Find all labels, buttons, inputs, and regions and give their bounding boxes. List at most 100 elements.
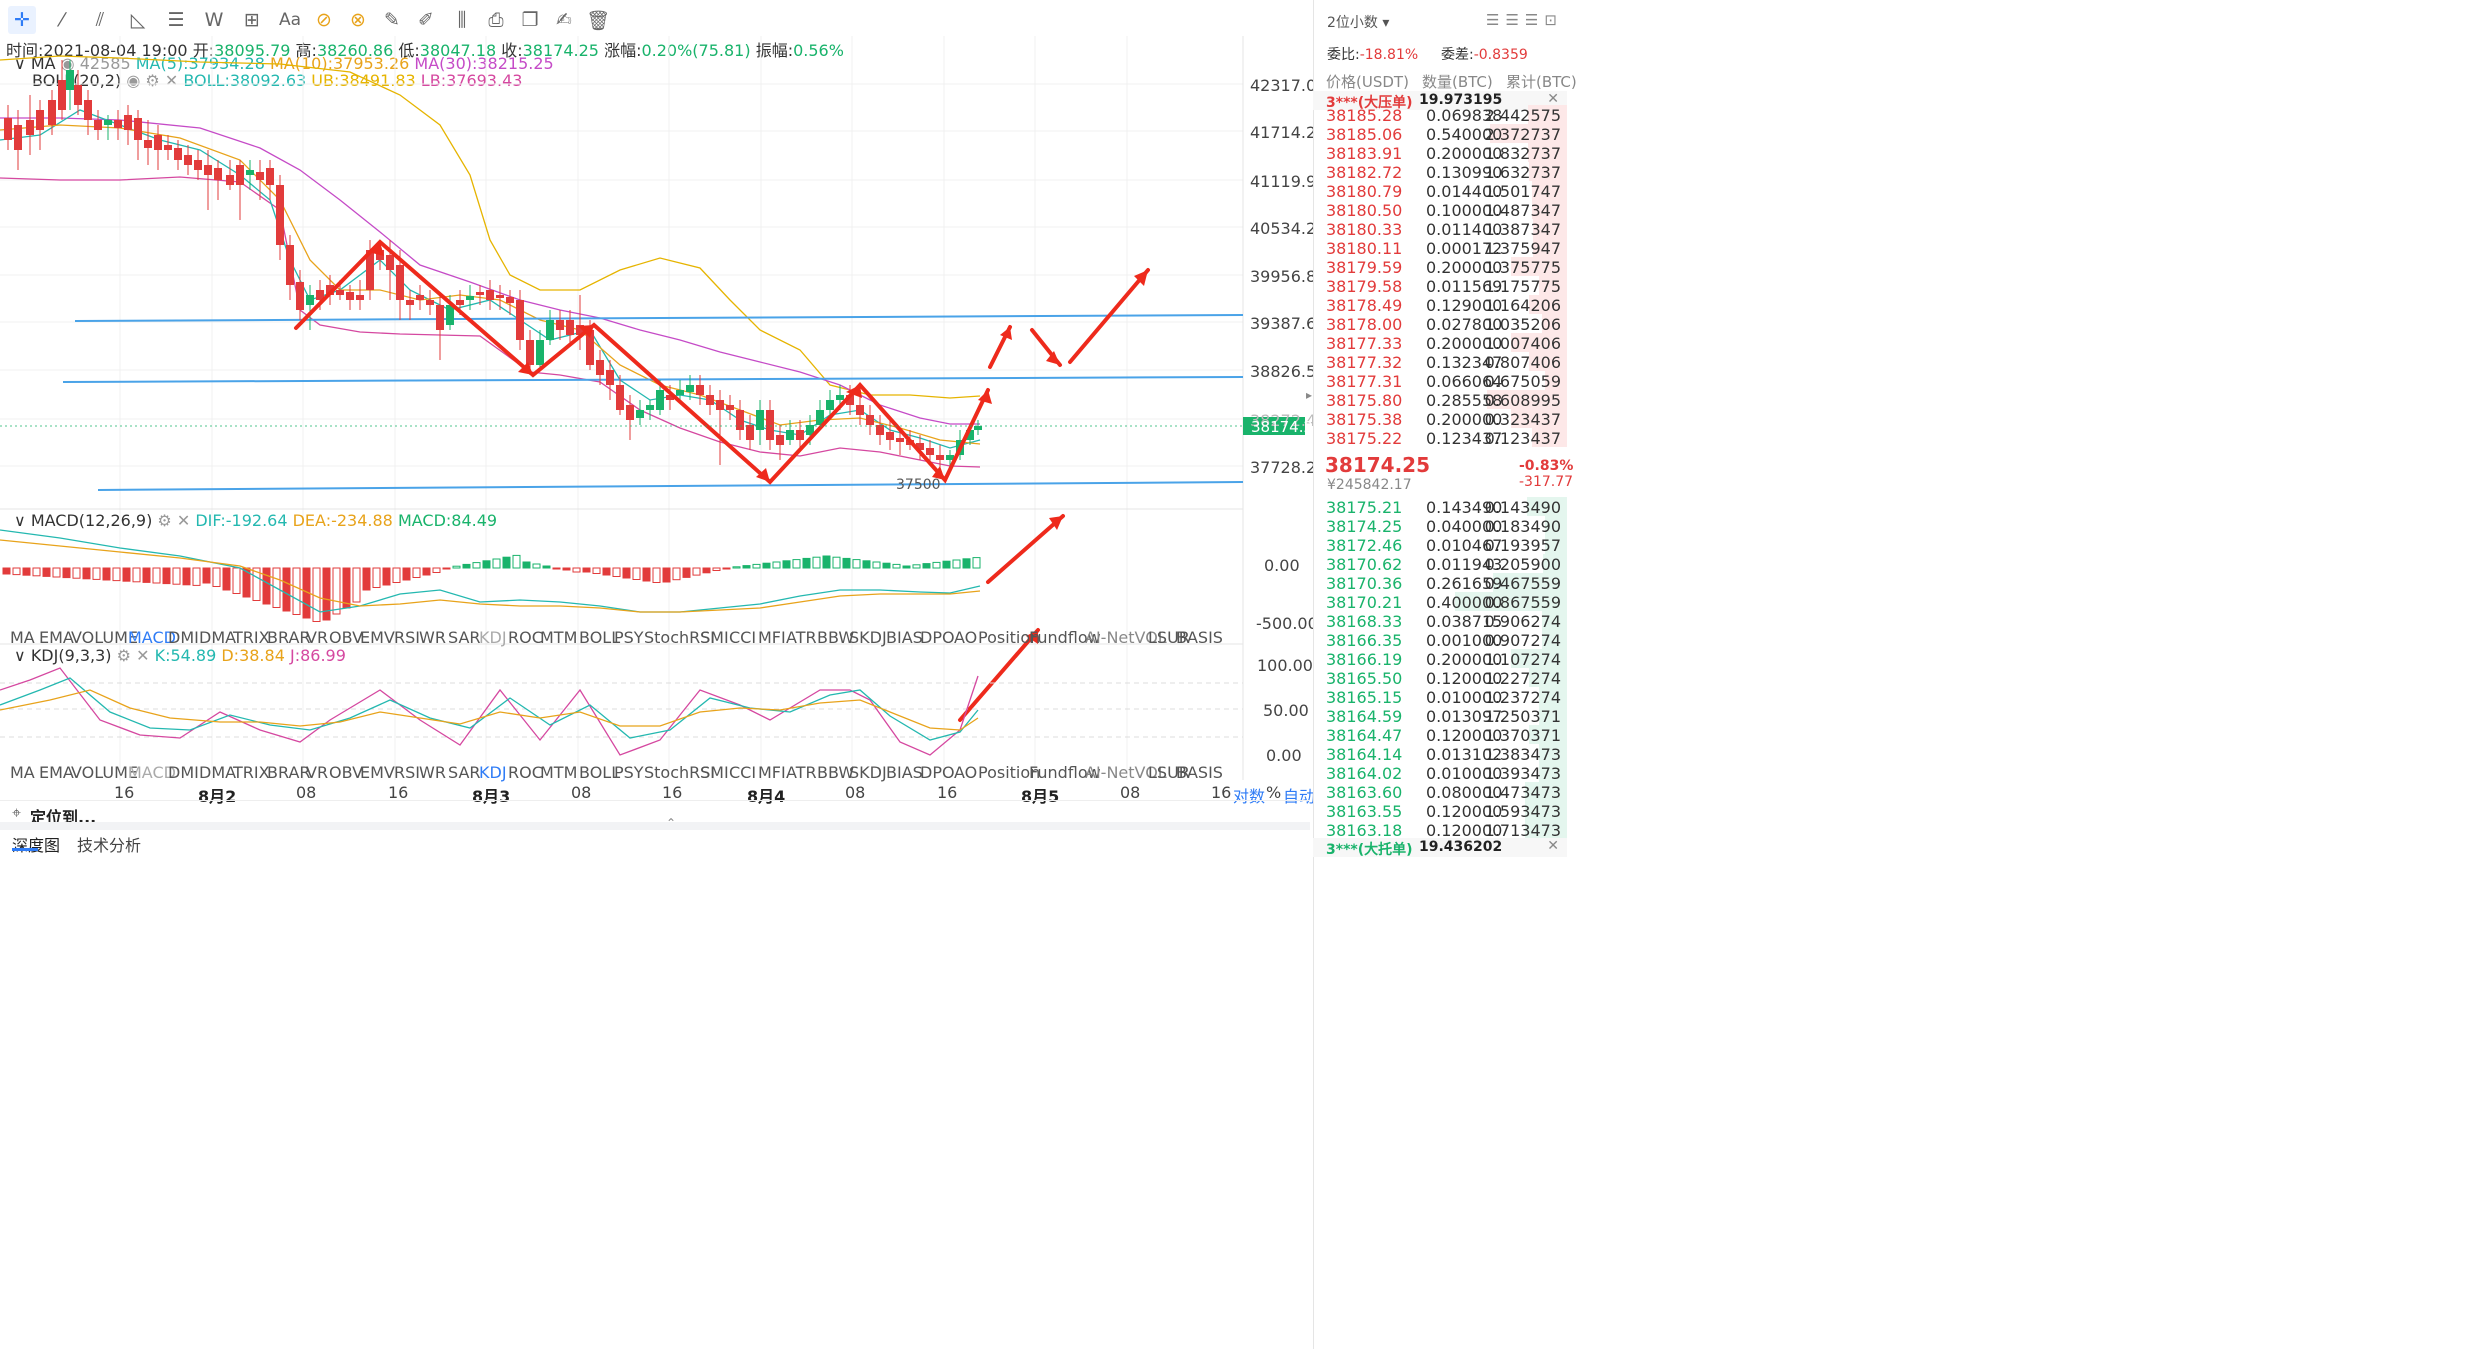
copy-icon[interactable]: ❐ [521,9,539,31]
indicator-tab-psy[interactable]: PSY [614,763,644,782]
crosshair-icon[interactable]: ✛ [8,6,36,34]
measure-icon[interactable]: ⊞ [244,9,260,31]
indicator-tab-mfi[interactable]: MFI [758,763,786,782]
indicator-tab-sar[interactable]: SAR [448,628,481,647]
fibonacci-icon[interactable]: ⊘ [316,9,332,31]
big-bid-row[interactable]: 3***(大托单) 19.436202 ✕ [1313,838,1567,858]
bid-row[interactable]: 38166.35 0.001000 0.907274 [1313,630,1567,650]
annotation-zigzag[interactable] [294,239,1150,722]
indicator-tab-mfi[interactable]: MFI [758,628,786,647]
indicator-tab-psy[interactable]: PSY [614,628,644,647]
indicator-tab-ema[interactable]: EMA [39,763,74,782]
indicator-tab-ma[interactable]: MA [10,763,35,782]
indicator-tab-fundflow[interactable]: Fundflow [1029,763,1101,782]
indicator-tab-basis[interactable]: BASIS [1176,628,1223,647]
ask-row[interactable]: 38185.06 0.540000 2.372737 [1313,124,1567,144]
indicator-tab-dpo[interactable]: DPO [920,763,955,782]
indicator-tab-bbw[interactable]: BBW [817,628,855,647]
indicator-tab-dma[interactable]: DMA [199,628,237,647]
ask-row[interactable]: 38180.11 0.000172 1.375947 [1313,238,1567,258]
ask-row[interactable]: 38178.49 0.129000 1.164206 [1313,295,1567,315]
big-ask-row[interactable]: 3***(大压单) 19.973195 ✕ [1313,91,1567,111]
collapse-icon[interactable]: ∨ [14,511,26,530]
indicator-tab-sar[interactable]: SAR [448,763,481,782]
settings-icon[interactable]: ⚙ [116,646,131,665]
indicator-tab-obv[interactable]: OBV [329,628,364,647]
settings-icon[interactable]: ⚙ [145,71,160,90]
indicator-tab-roc[interactable]: ROC [508,628,543,647]
bid-row[interactable]: 38170.36 0.261659 0.467559 [1313,573,1567,593]
share-icon[interactable]: ⎙ [488,9,504,31]
bid-row[interactable]: 38165.15 0.010000 1.237274 [1313,687,1567,707]
parallel-channel-icon[interactable]: ⫽ [95,9,105,31]
bid-row[interactable]: 38166.19 0.200000 1.107274 [1313,649,1567,669]
indicator-tab-stochrsi[interactable]: StochRSI [644,628,716,647]
collapse-panel-icon[interactable]: ▸ [1306,388,1313,402]
tab-depth-chart[interactable]: 深度图 [12,836,61,855]
indicator-tab-skdj[interactable]: SKDJ [849,763,887,782]
close-icon[interactable]: ✕ [176,511,191,530]
indicator-tab-brar[interactable]: BRAR [267,628,311,647]
indicator-tab-wr[interactable]: WR [419,763,446,782]
indicator-tab-lsur[interactable]: LSUR [1148,763,1190,782]
bid-row[interactable]: 38163.18 0.120000 1.713473 [1313,820,1567,840]
indicator-tab-emv[interactable]: EMV [360,628,395,647]
bid-row[interactable]: 38170.62 0.011943 0.205900 [1313,554,1567,574]
auto-scale-button[interactable]: 自动 [1283,787,1316,806]
edit-icon[interactable]: ✍ [556,9,572,31]
support-resistance-lines[interactable] [62,314,1244,491]
ask-row[interactable]: 38178.00 0.027800 1.035206 [1313,314,1567,334]
indicator-tab-rsi[interactable]: RSI [394,628,420,647]
ask-row[interactable]: 38180.79 0.014400 1.501747 [1313,181,1567,201]
panel-splitter[interactable]: ⌃ [0,816,1310,830]
indicator-tab-wr[interactable]: WR [419,628,446,647]
indicator-tab-obv[interactable]: OBV [329,763,364,782]
ask-row[interactable]: 38179.59 0.200000 1.375775 [1313,257,1567,277]
indicator-tab-volume[interactable]: VOLUME [71,628,138,647]
ask-row[interactable]: 38175.22 0.123437 0.123437 [1313,428,1567,448]
location-pin-icon[interactable]: ⌖ [12,803,22,822]
collapse-icon[interactable]: ∨ [14,54,26,73]
close-icon[interactable]: ✕ [136,646,150,665]
indicator-tab-skdj[interactable]: SKDJ [849,628,887,647]
collapse-icon[interactable]: ∨ [14,646,26,665]
indicator-tab-ma[interactable]: MA [10,628,35,647]
indicator-tab-trix[interactable]: TRIX [233,628,270,647]
bid-row[interactable]: 38165.50 0.120000 1.227274 [1313,668,1567,688]
indicator-tab-smi[interactable]: SMI [700,628,729,647]
indicator-tab-brar[interactable]: BRAR [267,763,311,782]
bid-row[interactable]: 38164.14 0.013102 1.383473 [1313,744,1567,764]
close-icon[interactable]: ✕ [1547,91,1559,107]
horizontal-lines-icon[interactable]: ☰ [167,9,185,31]
indicator-tab-mtm[interactable]: MTM [540,763,578,782]
indicator-tab-atr[interactable]: ATR [786,763,817,782]
percent-scale-button[interactable]: % [1266,783,1282,802]
angle-icon[interactable]: ◺ [130,9,146,31]
ask-row[interactable]: 38175.80 0.285558 0.608995 [1313,390,1567,410]
indicator-tab-cci[interactable]: CCI [729,628,757,647]
close-icon[interactable]: ✕ [164,71,179,90]
indicator-tab-position[interactable]: Position [978,628,1041,647]
indicator-tab-ao[interactable]: AO [954,763,978,782]
eye-icon[interactable]: ◉ [60,54,75,73]
indicator-tab-fundflow[interactable]: Fundflow [1029,628,1101,647]
indicator-tab-bias[interactable]: BIAS [886,628,923,647]
indicator-tab-atr[interactable]: ATR [786,628,817,647]
wave-icon[interactable]: W [204,9,224,31]
close-icon[interactable]: ✕ [1547,838,1559,854]
text-icon[interactable]: Aa [278,10,302,30]
delete-icon[interactable]: 🗑 [585,9,611,32]
ruler-icon[interactable]: ✎ [384,9,400,31]
bid-row[interactable]: 38174.25 0.040000 0.183490 [1313,516,1567,536]
indicator-tab-lsur[interactable]: LSUR [1148,628,1190,647]
eye-icon[interactable]: ◉ [126,71,141,90]
ask-row[interactable]: 38183.91 0.200000 1.832737 [1313,143,1567,163]
indicator-tab-emv[interactable]: EMV [360,763,395,782]
indicator-tab-macd[interactable]: MACD [128,763,176,782]
indicator-tab-dmi[interactable]: DMI [168,628,199,647]
ask-row[interactable]: 38177.32 0.132347 0.807406 [1313,352,1567,372]
log-scale-button[interactable]: 对数 [1233,787,1266,806]
collapse-up-icon[interactable]: ⌃ [666,816,677,830]
bid-row[interactable]: 38175.21 0.143490 0.143490 [1313,497,1567,517]
indicator-tab-rsi[interactable]: RSI [394,763,420,782]
